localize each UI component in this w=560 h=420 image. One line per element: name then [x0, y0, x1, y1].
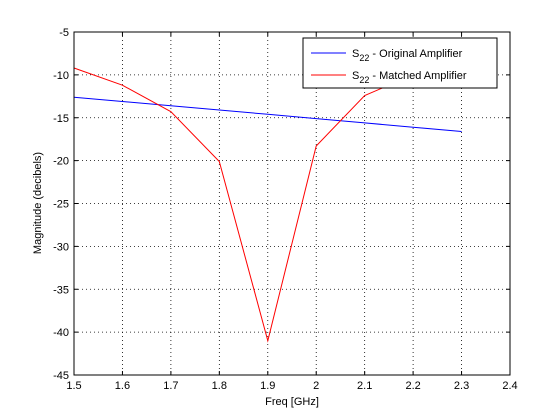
legend-label: S22 - Matched Amplifier — [352, 70, 467, 85]
ticks — [73, 31, 511, 376]
y-tick-label: -30 — [53, 241, 69, 253]
x-tick-label: 2.4 — [502, 380, 517, 392]
x-tick-label: 1.7 — [163, 380, 178, 392]
y-tick-label: -45 — [53, 370, 69, 382]
x-tick-label: 2.2 — [405, 380, 420, 392]
y-axis-label: Magnitude (decibels) — [32, 152, 44, 254]
series-line-1 — [73, 96, 462, 132]
y-tick-labels: -45 -40 -35 -30 -25 -20 -15 -10 -5 — [53, 27, 69, 382]
x-tick-label: 1.6 — [115, 380, 130, 392]
legend-label: S22 - Original Amplifier — [352, 48, 463, 63]
x-tick-labels: 1.5 1.6 1.7 1.8 1.9 2 2.1 2.2 2.3 2.4 — [66, 380, 517, 392]
legend: S22 - Original Amplifier S22 - Matched Am… — [302, 37, 498, 89]
y-tick-label: -15 — [53, 113, 69, 125]
x-axis-label: Freq [GHz] — [265, 396, 319, 408]
grid — [74, 32, 510, 375]
y-tick-label: -35 — [53, 284, 69, 296]
legend-box — [302, 37, 498, 89]
y-tick-label: -10 — [53, 70, 69, 82]
y-tick-label: -40 — [53, 327, 69, 339]
y-tick-label: -5 — [59, 27, 69, 39]
x-tick-label: 2.1 — [357, 380, 372, 392]
x-tick-label: 1.9 — [260, 380, 275, 392]
x-tick-label: 2 — [313, 380, 319, 392]
y-tick-label: -20 — [53, 156, 69, 168]
x-tick-label: 2.3 — [454, 380, 469, 392]
x-tick-label: 1.8 — [212, 380, 227, 392]
y-tick-label: -25 — [53, 199, 69, 211]
x-tick-label: 1.5 — [66, 380, 81, 392]
